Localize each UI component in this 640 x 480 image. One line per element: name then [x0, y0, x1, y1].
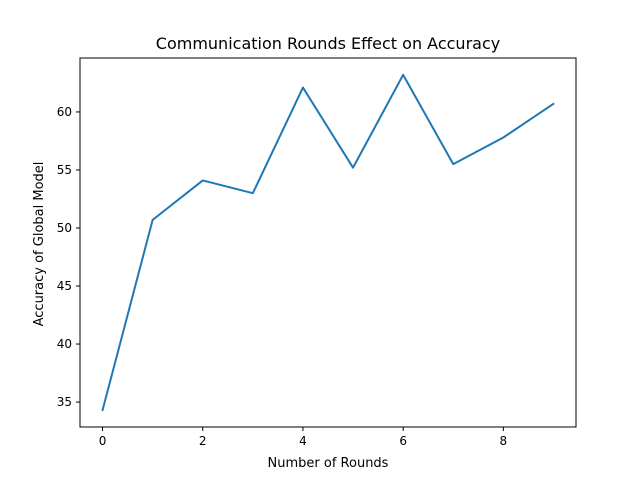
- plot-frame: [79, 57, 577, 428]
- x-tick-label: 0: [99, 434, 107, 448]
- x-axis-label: Number of Rounds: [268, 456, 389, 471]
- plot-area: 0 2 4 6 8 35 40 45 50 55 60: [57, 57, 577, 448]
- y-tick-label: 40: [57, 337, 72, 351]
- series-line-0: [101, 73, 555, 412]
- y-tick-label: 45: [57, 279, 72, 293]
- y-axis-label: Accuracy of Global Model: [32, 162, 47, 327]
- y-tick-label: 60: [57, 105, 72, 119]
- x-tick-label: 4: [299, 434, 307, 448]
- y-tick-label: 55: [57, 163, 72, 177]
- x-tick-label: 6: [399, 434, 407, 448]
- y-tick-label: 50: [57, 221, 72, 235]
- x-tick-label: 2: [199, 434, 207, 448]
- chart-title: Communication Rounds Effect on Accuracy: [156, 34, 500, 53]
- x-tick-label: 8: [500, 434, 508, 448]
- y-tick-label: 35: [57, 395, 72, 409]
